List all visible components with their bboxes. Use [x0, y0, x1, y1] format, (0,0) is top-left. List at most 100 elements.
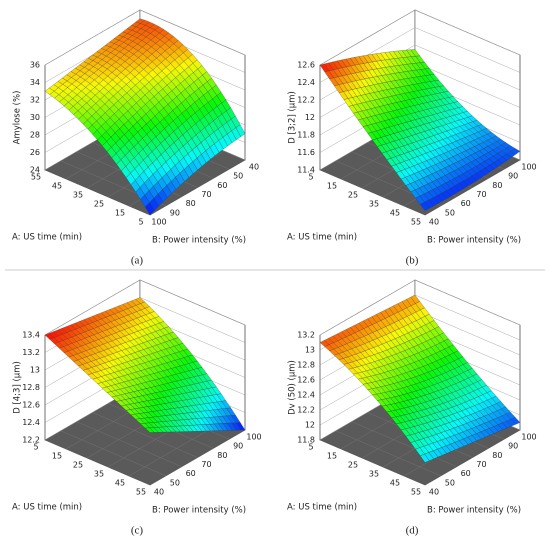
z-tick-label: 13.2 — [22, 348, 40, 357]
z-tick-label: 13 — [30, 366, 40, 375]
x-tick-label: 55 — [136, 488, 146, 497]
z-axis-title: D [4;3] (µm) — [13, 361, 23, 414]
y-tick-label: 100 — [521, 433, 536, 442]
x-axis-title: A: US time (min) — [12, 233, 82, 243]
y-tick-label: 50 — [445, 208, 455, 217]
x-tick-label: 5 — [33, 443, 38, 452]
z-tick-label: 12.2 — [22, 436, 40, 445]
y-tick-label: 80 — [492, 451, 502, 460]
z-tick-label: 26 — [30, 148, 40, 157]
y-tick-label: 40 — [249, 163, 259, 172]
panel-label: (b) — [406, 255, 419, 267]
z-tick-label: 12.6 — [297, 376, 315, 385]
panel: 11.8 12 12.2 12.4 12.6 12.8 13 13.2 5 15 25 35 45 55 4… — [287, 279, 537, 537]
x-tick-label: 55 — [31, 173, 41, 182]
y-axis-title: B: Power intensity (%) — [427, 236, 521, 246]
z-tick-label: 11.8 — [297, 436, 315, 445]
x-tick-label: 5 — [308, 443, 313, 452]
panel-label: (c) — [131, 525, 144, 537]
z-tick-label: 24 — [30, 166, 40, 175]
x-tick-label: 35 — [94, 470, 104, 479]
x-axis-title: A: US time (min) — [12, 503, 82, 513]
x-tick-label: 5 — [308, 173, 313, 182]
z-tick-label: 12 — [305, 421, 315, 430]
y-tick-label: 60 — [186, 469, 196, 478]
z-tick-label: 11.8 — [297, 131, 315, 140]
y-tick-label: 90 — [170, 208, 180, 217]
z-tick-label: 32 — [30, 96, 40, 105]
z-tick-label: 12.4 — [297, 78, 315, 87]
z-axis-title: Amylose (%) — [13, 91, 23, 145]
x-tick-label: 25 — [348, 461, 358, 470]
y-tick-label: 100 — [246, 433, 261, 442]
x-tick-label: 35 — [369, 200, 379, 209]
y-tick-label: 70 — [201, 460, 211, 469]
z-tick-label: 12.4 — [297, 391, 315, 400]
grid-line — [351, 421, 457, 467]
grid-line — [319, 439, 426, 486]
grid-line — [44, 279, 246, 336]
surface — [44, 18, 246, 216]
y-tick-label: 70 — [201, 190, 211, 199]
x-tick-label: 55 — [411, 218, 421, 227]
z-tick-label: 12.2 — [297, 96, 315, 105]
x-tick-label: 35 — [73, 191, 83, 200]
y-tick-label: 50 — [170, 478, 180, 487]
z-tick-label: 13.2 — [297, 331, 315, 340]
x-tick-label: 15 — [327, 452, 337, 461]
x-tick-label: 15 — [115, 209, 125, 218]
y-axis-title: B: Power intensity (%) — [427, 506, 521, 516]
x-tick-label: 45 — [52, 182, 62, 191]
y-tick-label: 100 — [151, 218, 166, 227]
surface-cell — [145, 202, 155, 216]
x-axis-title: A: US time (min) — [287, 233, 357, 243]
x-tick-label: 25 — [73, 461, 83, 470]
x-axis-title: A: US time (min) — [287, 503, 357, 513]
x-tick-label: 45 — [390, 209, 400, 218]
grid-line — [44, 169, 151, 216]
y-tick-label: 80 — [217, 451, 227, 460]
x-tick-label: 45 — [115, 479, 125, 488]
panel-label: (d) — [406, 525, 419, 537]
y-tick-label: 70 — [476, 460, 486, 469]
z-axis-title: D [3;2] (µm) — [288, 91, 298, 144]
z-tick-label: 36 — [30, 61, 40, 70]
z-tick-label: 11.6 — [297, 148, 315, 157]
panel-label: (a) — [131, 255, 144, 267]
y-tick-label: 90 — [508, 172, 518, 181]
y-tick-label: 90 — [233, 442, 243, 451]
grid-line — [44, 9, 246, 66]
y-axis-title: B: Power intensity (%) — [152, 236, 246, 246]
grid-line — [319, 9, 521, 66]
grid-line — [92, 412, 198, 458]
z-tick-label: 34 — [30, 78, 40, 87]
surface — [319, 49, 521, 211]
surface-cell — [144, 427, 155, 433]
x-tick-label: 55 — [411, 488, 421, 497]
y-tick-label: 100 — [521, 163, 536, 172]
z-tick-label: 13 — [305, 346, 315, 355]
surface-cell — [420, 202, 430, 211]
z-tick-label: 12.8 — [22, 383, 40, 392]
grid-line — [335, 430, 441, 477]
grid-line — [60, 430, 166, 477]
surface — [319, 294, 521, 463]
y-tick-label: 60 — [461, 469, 471, 478]
y-tick-label: 60 — [217, 181, 227, 190]
y-axis-title: B: Power intensity (%) — [152, 506, 246, 516]
y-tick-label: 60 — [461, 199, 471, 208]
panel: 24 26 28 30 32 34 36 5 15 25 35 45 55 40 50 60 70 80 90 100… — [12, 9, 259, 267]
x-tick-label: 45 — [390, 479, 400, 488]
z-tick-label: 12 — [305, 113, 315, 122]
y-tick-label: 90 — [508, 442, 518, 451]
z-axis-title: Dv (50) (µm) — [288, 360, 298, 415]
panel: 12.2 12.4 12.6 12.8 13 13.2 13.4 5 15 25 35 45 55 40 5… — [12, 279, 262, 537]
grid-line — [319, 169, 426, 216]
y-tick-label: 50 — [233, 172, 243, 181]
grid-line — [76, 421, 182, 467]
panel: 11.4 11.6 11.8 12 12.2 12.4 12.6 5 15 25 35 45 55 40 5… — [287, 9, 537, 267]
y-tick-label: 70 — [476, 190, 486, 199]
y-tick-label: 40 — [429, 488, 439, 497]
y-tick-label: 40 — [429, 218, 439, 227]
